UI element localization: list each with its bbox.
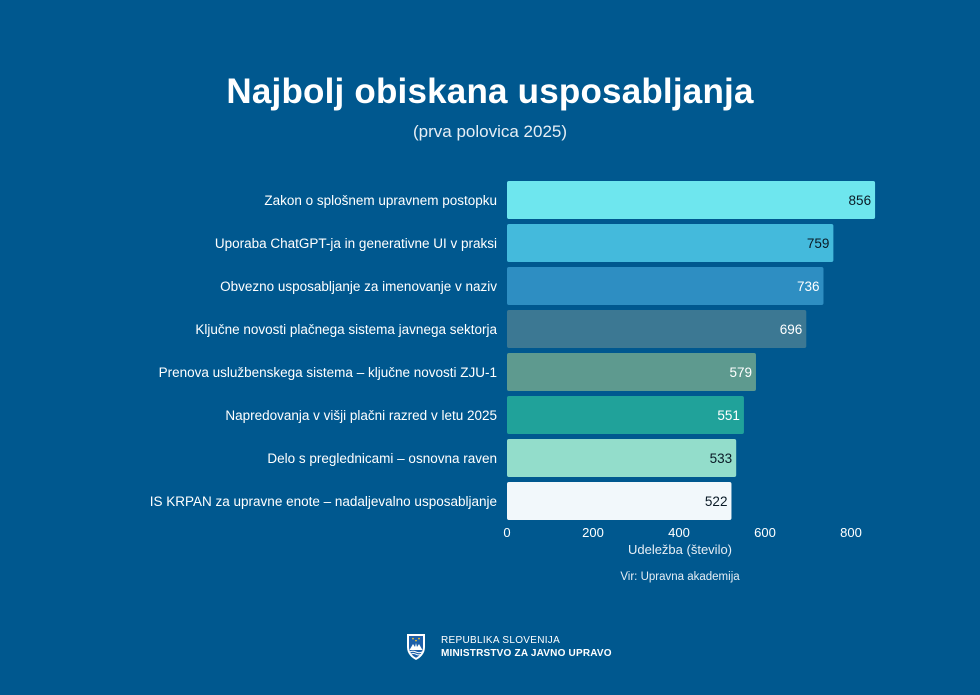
slovenia-coat-of-arms-icon xyxy=(407,634,425,660)
value-label-4: 696 xyxy=(780,322,803,337)
category-label-6: Napredovanja v višji plačni razred v let… xyxy=(225,408,497,423)
value-label-8: 522 xyxy=(705,494,728,509)
category-label-4: Ključne novosti plačnega sistema javnega… xyxy=(195,322,497,337)
bar-5 xyxy=(507,353,756,391)
bar-1 xyxy=(507,181,876,219)
bar-6 xyxy=(507,396,744,434)
x-axis-label: Udeležba (število) xyxy=(627,542,733,557)
page-subtitle: (prva polovica 2025) xyxy=(412,122,568,141)
value-label-1: 856 xyxy=(849,193,872,208)
page-title: Najbolj obiskana usposabljanja xyxy=(226,72,754,111)
bar-4 xyxy=(507,310,807,348)
source-note: Vir: Upravna akademija xyxy=(620,571,740,583)
x-tick-label-1: 0 xyxy=(503,525,510,540)
bars-group xyxy=(507,181,876,520)
value-label-7: 533 xyxy=(710,451,733,466)
x-tick-label-5: 800 xyxy=(840,525,862,540)
value-label-5: 579 xyxy=(729,365,752,380)
value-label-3: 736 xyxy=(797,279,820,294)
footer-logo: REPUBLIKA SLOVENIJA MINISTRSTVO ZA JAVNO… xyxy=(405,632,612,662)
x-axis-ticks-group: 0 200 400 600 800 xyxy=(503,525,861,540)
bar-2 xyxy=(507,224,834,262)
category-label-8: IS KRPAN za upravne enote – nadaljevalno… xyxy=(150,494,497,509)
footer-republic-text: REPUBLIKA SLOVENIJA xyxy=(441,635,561,646)
x-tick-label-3: 400 xyxy=(668,525,690,540)
value-label-2: 759 xyxy=(807,236,830,251)
x-tick-label-4: 600 xyxy=(754,525,776,540)
bar-7 xyxy=(507,439,737,477)
category-label-3: Obvezno usposabljanje za imenovanje v na… xyxy=(220,279,497,294)
value-labels-group: 856 759 736 696 579 551 533 522 xyxy=(705,193,871,509)
category-label-7: Delo s preglednicami – osnovna raven xyxy=(267,451,497,466)
bar-3 xyxy=(507,267,824,305)
category-label-5: Prenova uslužbenskega sistema – ključne … xyxy=(159,365,497,380)
category-labels-group: Zakon o splošnem upravnem postopku Uporab… xyxy=(150,193,498,509)
category-label-1: Zakon o splošnem upravnem postopku xyxy=(264,193,497,208)
footer-ministry-text: MINISTRSTVO ZA JAVNO UPRAVO xyxy=(441,648,612,659)
category-label-2: Uporaba ChatGPT-ja in generativne UI v p… xyxy=(215,236,497,251)
bar-8 xyxy=(507,482,732,520)
x-tick-label-2: 200 xyxy=(582,525,604,540)
value-label-6: 551 xyxy=(717,408,740,423)
